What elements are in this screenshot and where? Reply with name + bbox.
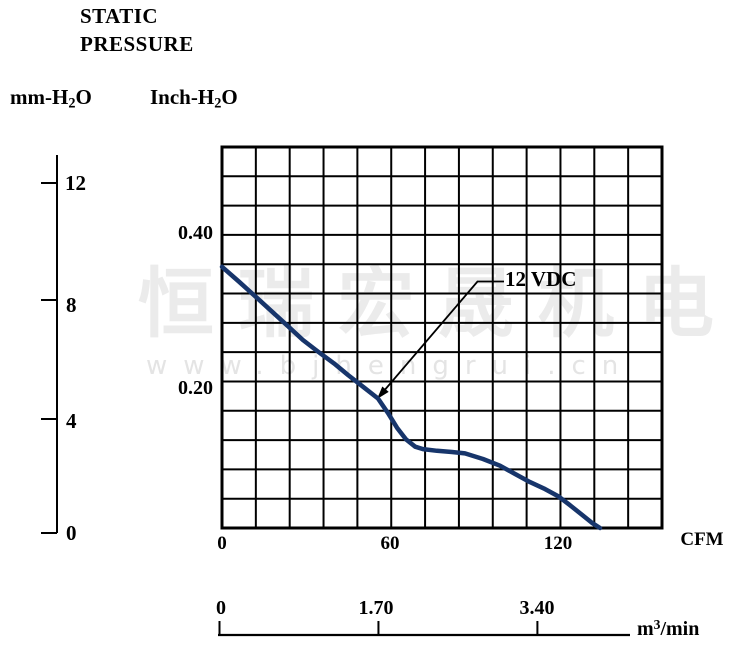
fan-curve-12vdc (219, 264, 603, 531)
x-axis-unit-m3min: m3/min (637, 617, 699, 641)
x-tick-label-60: 60 (380, 533, 400, 554)
m3min-tick-label-0: 0 (216, 597, 226, 619)
y-tick-label-8: 8 (66, 293, 77, 317)
y-tick-label-12: 12 (65, 171, 86, 195)
y-tick-label-0: 0 (66, 521, 77, 545)
curve-label-leader-line (382, 280, 504, 393)
x-tick-label-120: 120 (543, 533, 573, 554)
unit-text: O (221, 85, 238, 109)
fan-curve-group (219, 264, 603, 531)
y-tick-label-4: 4 (66, 409, 77, 433)
leader-arrowhead-icon (377, 386, 389, 399)
left-axis-unit-inch-h2o: Inch-H2O (150, 85, 238, 113)
unit-text: /min (660, 618, 700, 641)
unit-subscript: 2 (214, 95, 222, 112)
chart-grid (220, 145, 664, 530)
watermark-url: www.bjhengrui.cn (146, 351, 635, 381)
unit-text: O (75, 85, 92, 109)
unit-superscript: 3 (653, 617, 661, 632)
m3min-tick-label-170: 1.70 (358, 597, 394, 619)
x-axis-unit-cfm: CFM (680, 529, 724, 550)
inch-label-040: 0.40 (178, 222, 213, 244)
unit-text: mm-H (10, 85, 69, 109)
chart-title-line2: PRESSURE (80, 32, 194, 56)
curve-voltage-label: 12 VDC (505, 267, 577, 291)
x-tick-label-0: 0 (217, 533, 227, 554)
chart-border (220, 145, 664, 530)
m3min-tick-label-340: 3.40 (519, 597, 555, 619)
unit-text: m (637, 618, 654, 641)
inch-label-020: 0.20 (178, 377, 213, 399)
axes-lines (41, 155, 630, 637)
unit-subscript: 2 (68, 95, 76, 112)
left-axis-unit-mm-h2o: mm-H2O (10, 85, 92, 113)
unit-text: Inch-H (150, 85, 215, 109)
chart-title-line1: STATIC (80, 4, 159, 28)
chart-title: STATIC PRESSURE (80, 2, 194, 58)
